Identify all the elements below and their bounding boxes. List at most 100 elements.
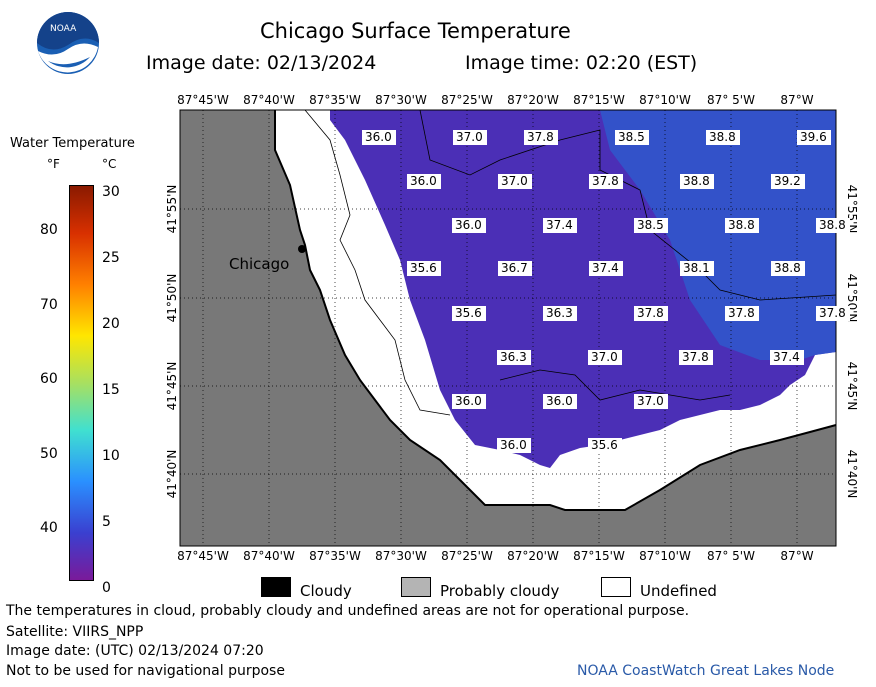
svg-text:38.8: 38.8 — [819, 218, 846, 232]
legend-swatch-undefined — [601, 577, 631, 597]
colorbar-title: Water Temperature — [10, 136, 135, 151]
longitude-labels-bottom: 87°45'W 87°40'W 87°35'W 87°30'W 87°25'W 87°20… — [177, 549, 814, 563]
temperature-label: 38.8 — [706, 130, 740, 145]
utc-date-text: Image date: (UTC) 02/13/2024 07:20 — [6, 643, 264, 659]
longitude-label: 87°10'W — [639, 93, 691, 107]
temperature-label: 39.6 — [797, 130, 831, 145]
legend-label-cloudy: Cloudy — [300, 582, 352, 600]
map-frame — [179, 109, 837, 547]
svg-text:36.0: 36.0 — [410, 174, 437, 188]
longitude-label: 87°25'W — [441, 93, 493, 107]
temperature-label: 38.8 — [725, 218, 759, 233]
contour-line — [304, 109, 451, 416]
svg-text:37.8: 37.8 — [682, 350, 709, 364]
svg-text:36.0: 36.0 — [455, 394, 482, 408]
latitude-label: 41°50'N — [165, 274, 179, 323]
fahrenheit-tick-label: 60 — [40, 371, 58, 387]
celsius-tick-label: 30 — [102, 184, 120, 200]
svg-text:39.6: 39.6 — [800, 130, 827, 144]
celsius-tick-label: 15 — [102, 382, 120, 398]
temperature-label: 35.6 — [588, 438, 622, 453]
legend-label-undefined: Undefined — [640, 582, 717, 600]
temperature-label: 38.8 — [771, 261, 805, 276]
fahrenheit-tick-label: 50 — [40, 445, 58, 462]
longitude-label: 87°40'W — [243, 549, 295, 563]
svg-text:37.8: 37.8 — [728, 306, 755, 320]
temperature-label: 38.5 — [634, 218, 668, 233]
latitude-label: 41°40'N — [165, 450, 179, 499]
temperature-label: 38.8 — [680, 174, 714, 189]
svg-text:35.6: 35.6 — [410, 261, 437, 275]
svg-text:38.8: 38.8 — [774, 261, 801, 275]
temperature-label: 36.3 — [543, 306, 577, 321]
fahrenheit-tick-label: 70 — [40, 296, 58, 313]
temperature-label: 37.8 — [634, 306, 668, 321]
noaa-logo: NOAA — [36, 11, 100, 75]
temperature-label: 36.0 — [362, 130, 396, 145]
svg-text:38.8: 38.8 — [683, 174, 710, 188]
longitude-label: 87°10'W — [639, 549, 691, 563]
svg-text:36.3: 36.3 — [546, 306, 573, 320]
contour-line-2 — [419, 109, 837, 301]
temperature-label: 37.4 — [770, 350, 804, 365]
credit-text: NOAA CoastWatch Great Lakes Node — [577, 663, 835, 679]
latitude-label: 41°45'N — [165, 362, 179, 411]
temperature-label: 37.0 — [453, 130, 487, 145]
disclaimer-text: The temperatures in cloud, probably clou… — [6, 603, 690, 619]
temperature-label: 37.4 — [589, 261, 623, 276]
longitude-label: 87°20'W — [507, 93, 559, 107]
svg-text:35.6: 35.6 — [455, 306, 482, 320]
colorbar — [69, 185, 94, 581]
longitude-label: 87°45'W — [177, 93, 229, 107]
temperature-labels: 36.0 37.0 37.8 38.5 38.8 39.6 36.0 37.0 37.8 38.8… — [362, 130, 850, 453]
temperature-label: 36.0 — [452, 394, 486, 409]
longitude-label: 87°15'W — [573, 93, 625, 107]
temperature-label: 36.3 — [497, 350, 531, 365]
legend-label-probably-cloudy: Probably cloudy — [440, 582, 560, 600]
city-label: Chicago — [229, 255, 289, 273]
unit-c: °C — [102, 157, 117, 171]
lake-water-east — [600, 110, 836, 360]
temperature-label: 37.8 — [725, 306, 759, 321]
temperature-label: 37.8 — [589, 174, 623, 189]
image-time: Image time: 02:20 (EST) — [465, 52, 698, 74]
longitude-label: 87°W — [780, 549, 813, 563]
latitude-label: 41°40'N — [845, 450, 859, 499]
temperature-label: 35.6 — [452, 306, 486, 321]
svg-text:37.8: 37.8 — [819, 306, 846, 320]
fahrenheit-tick-label: 40 — [40, 520, 58, 536]
celsius-tick-label: 25 — [102, 250, 120, 266]
celsius-tick-label: 0 — [102, 580, 111, 596]
temperature-label: 38.8 — [816, 218, 850, 233]
svg-text:36.0: 36.0 — [500, 438, 527, 452]
temperature-label: 36.0 — [407, 174, 441, 189]
temperature-label: 39.2 — [771, 174, 805, 189]
longitude-label: 87°30'W — [375, 93, 427, 107]
longitude-label: 87°W — [780, 93, 813, 107]
svg-text:39.2: 39.2 — [774, 174, 801, 188]
svg-text:37.8: 37.8 — [592, 174, 619, 188]
longitude-label: 87° 5'W — [707, 549, 755, 563]
celsius-tick-label: 5 — [102, 514, 111, 530]
celsius-tick-label: 10 — [102, 448, 120, 464]
svg-text:36.7: 36.7 — [501, 261, 528, 275]
logo-text: NOAA — [50, 24, 77, 34]
latitude-label: 41°45'N — [845, 362, 859, 411]
svg-text:37.8: 37.8 — [637, 306, 664, 320]
svg-text:37.0: 37.0 — [501, 174, 528, 188]
svg-text:37.0: 37.0 — [637, 394, 664, 408]
svg-text:37.0: 37.0 — [456, 130, 483, 144]
temperature-label: 37.0 — [634, 394, 668, 409]
longitude-label: 87°35'W — [309, 93, 361, 107]
longitude-label: 87°15'W — [573, 549, 625, 563]
legend-swatch-probably-cloudy — [401, 577, 431, 597]
svg-text:37.4: 37.4 — [546, 218, 573, 232]
longitude-label: 87°20'W — [507, 549, 559, 563]
temperature-label: 37.8 — [679, 350, 713, 365]
svg-text:36.3: 36.3 — [500, 350, 527, 364]
image-date: Image date: 02/13/2024 — [146, 52, 377, 74]
temperature-label: 36.0 — [452, 218, 486, 233]
nav-warning-text: Not to be used for navigational purpose — [6, 663, 285, 679]
longitude-label: 87°25'W — [441, 549, 493, 563]
